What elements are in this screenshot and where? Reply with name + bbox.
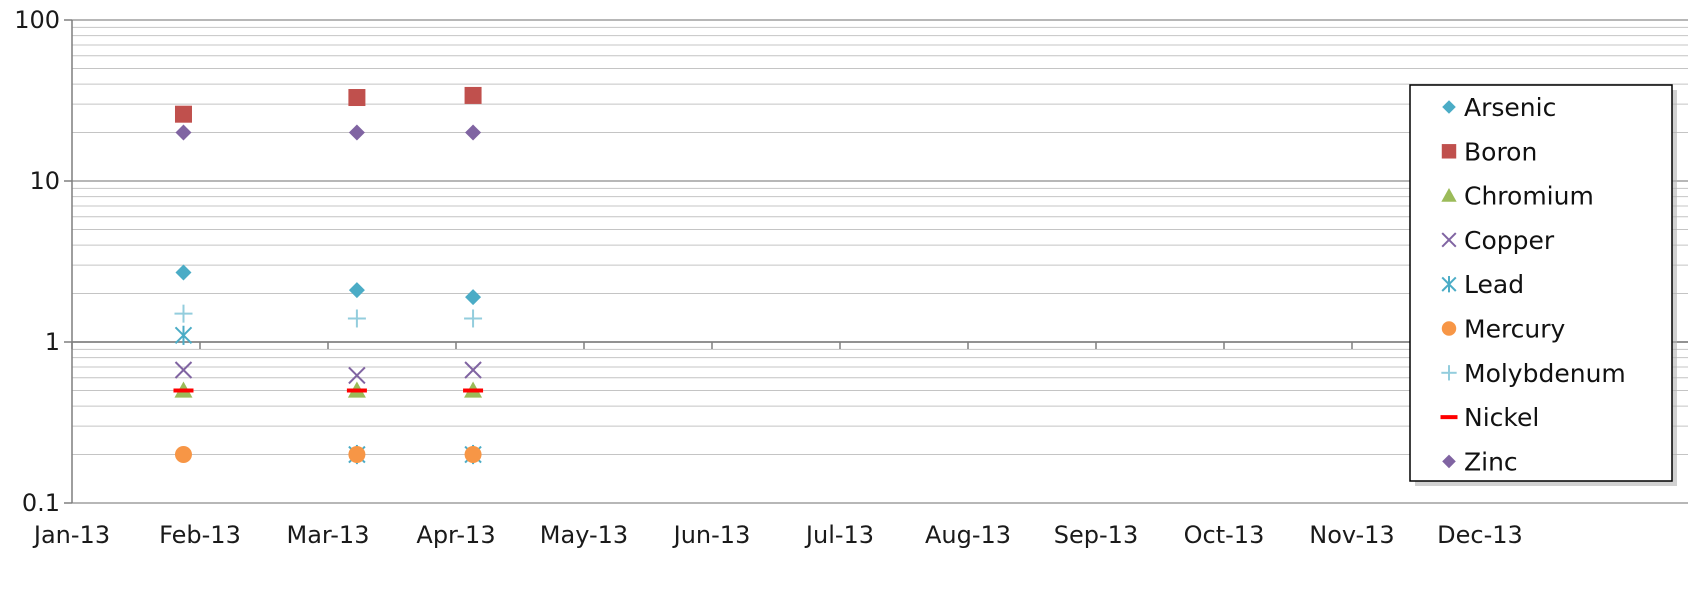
point-molybdenum [464, 309, 483, 328]
y-tick-label: 1 [45, 328, 60, 356]
x-tick-label: Feb-13 [159, 521, 241, 549]
y-tick-label: 100 [14, 6, 60, 34]
x-tick-label: Jul-13 [804, 521, 874, 549]
point-molybdenum [347, 309, 366, 328]
y-tick-labels: 0.1 1 10 100 [14, 6, 60, 517]
y-tick-label: 0.1 [22, 489, 60, 517]
point-boron [464, 86, 482, 104]
y-tick-label: 10 [29, 167, 60, 195]
point-boron [348, 89, 366, 107]
data-points [173, 86, 484, 465]
legend-marker-copper [1441, 232, 1457, 248]
x-tick-label: Mar-13 [287, 521, 370, 549]
legend-label-zinc: Zinc [1464, 447, 1518, 476]
x-tick-label: Nov-13 [1309, 521, 1394, 549]
point-zinc [465, 124, 482, 141]
x-tick-label: Dec-13 [1437, 521, 1523, 549]
legend-label-nickel: Nickel [1464, 403, 1539, 432]
point-mercury [174, 446, 192, 464]
x-tick-label: Oct-13 [1184, 521, 1265, 549]
point-copper [348, 366, 366, 385]
legend-label-mercury: Mercury [1464, 315, 1566, 344]
point-arsenic [175, 264, 192, 281]
legend-label-boron: Boron [1464, 137, 1537, 166]
point-zinc [348, 124, 365, 141]
legend-label-lead: Lead [1464, 270, 1524, 299]
legend-marker-zinc [1442, 454, 1456, 469]
legend-marker-lead [1441, 276, 1457, 293]
legend-marker-arsenic [1442, 100, 1456, 114]
legend-label-arsenic: Arsenic [1464, 93, 1556, 122]
x-tick-labels: Jan-13 Feb-13 Mar-13 Apr-13 May-13 Jun-13 Jul-… [32, 521, 1523, 549]
x-tick-label: Sep-13 [1054, 521, 1138, 549]
legend-label-copper: Copper [1464, 226, 1555, 255]
x-tick-label: Jan-13 [32, 521, 110, 549]
x-tick-label: Aug-13 [925, 521, 1011, 549]
legend-marker-mercury [1441, 321, 1457, 336]
point-mercury [348, 446, 366, 464]
point-zinc [175, 124, 192, 141]
point-copper [464, 361, 482, 379]
x-tick-label: Apr-13 [416, 521, 495, 549]
legend: Arsenic Boron Chromium Copper Lead Mercury Mol… [1409, 84, 1677, 486]
point-boron [174, 105, 192, 123]
legend-label-molybdenum: Molybdenum [1464, 359, 1626, 388]
legend-marker-molybdenum [1441, 365, 1457, 381]
point-arsenic [348, 282, 365, 299]
legend-marker-chromium [1441, 187, 1457, 202]
legend-label-chromium: Chromium [1464, 182, 1594, 211]
legend-marker-boron [1441, 144, 1457, 159]
point-molybdenum [174, 304, 193, 323]
x-tick-label: May-13 [540, 521, 628, 549]
x-tick-label: Jun-13 [672, 521, 751, 549]
point-copper [174, 361, 193, 379]
point-mercury [464, 446, 482, 464]
point-arsenic [465, 289, 482, 306]
point-lead [174, 325, 193, 345]
